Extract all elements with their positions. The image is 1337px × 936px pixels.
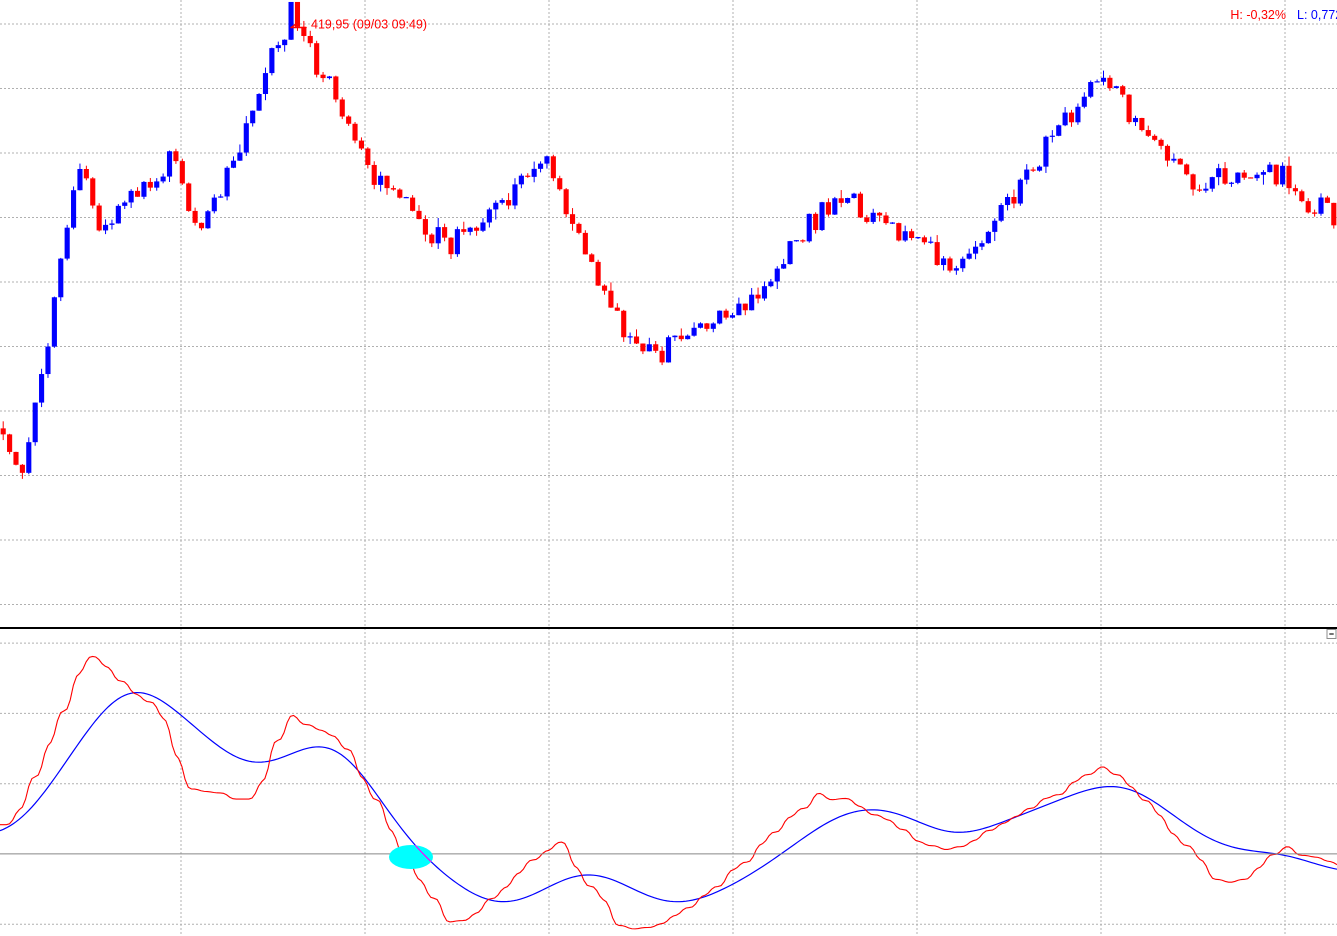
svg-text:H: -0,32%: H: -0,32% [1230, 8, 1286, 22]
svg-text:L: 0,772: L: 0,772 [1297, 8, 1337, 22]
svg-text:419,95 (09/03 09:49): 419,95 (09/03 09:49) [311, 18, 427, 32]
